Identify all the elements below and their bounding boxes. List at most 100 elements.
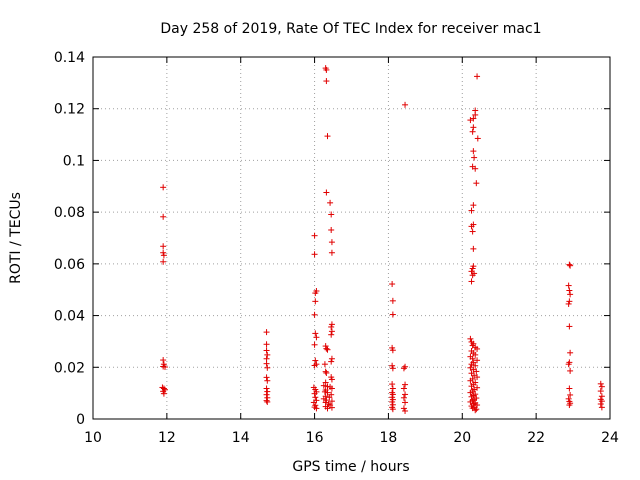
data-point xyxy=(328,321,335,328)
data-point xyxy=(469,265,476,272)
data-point xyxy=(324,389,331,396)
data-point xyxy=(400,365,407,372)
data-point xyxy=(566,402,573,409)
data-point xyxy=(598,404,605,411)
data-point xyxy=(566,298,573,305)
data-point xyxy=(468,393,475,400)
data-point xyxy=(311,341,318,348)
data-point xyxy=(328,323,335,330)
y-tick-label: 0.02 xyxy=(54,360,85,376)
data-point xyxy=(567,262,574,269)
data-point xyxy=(160,252,167,259)
data-point xyxy=(312,330,319,337)
data-point xyxy=(474,345,481,352)
data-point xyxy=(160,390,167,397)
data-point xyxy=(389,311,396,318)
data-point xyxy=(323,66,330,73)
data-point xyxy=(322,368,329,375)
data-point xyxy=(468,383,475,390)
data-point xyxy=(389,398,396,405)
data-point xyxy=(402,399,409,406)
data-point xyxy=(328,331,335,338)
data-point xyxy=(328,211,335,218)
data-point xyxy=(312,290,319,297)
data-point xyxy=(321,361,328,368)
data-point xyxy=(597,388,604,395)
data-point xyxy=(472,407,479,414)
data-point xyxy=(328,226,335,233)
data-point xyxy=(474,73,481,80)
data-point xyxy=(389,362,396,369)
data-point xyxy=(467,117,474,124)
data-point xyxy=(598,383,605,390)
data-point xyxy=(263,397,270,404)
x-tick-label: 22 xyxy=(527,430,545,446)
ticks: 10 12 14 16 18 20 22 24 0 0.02 0.04 0.06 0.08 0.1 0.12… xyxy=(54,50,619,446)
data-point xyxy=(565,300,572,307)
x-tick-label: 18 xyxy=(380,430,398,446)
data-point xyxy=(160,258,167,265)
data-point xyxy=(598,398,605,405)
data-point xyxy=(328,355,335,362)
data-point xyxy=(263,360,270,367)
data-point xyxy=(328,239,335,246)
data-point xyxy=(160,243,167,250)
data-point xyxy=(310,399,317,406)
data-point xyxy=(264,388,271,395)
data-point xyxy=(322,379,329,386)
data-point xyxy=(467,377,474,384)
data-point xyxy=(467,389,474,396)
data-point xyxy=(322,343,329,350)
data-points xyxy=(159,65,605,414)
data-point xyxy=(566,323,573,330)
data-point xyxy=(311,232,318,239)
data-point xyxy=(567,367,574,374)
x-axis-label: GPS time / hours xyxy=(292,459,409,475)
data-point xyxy=(400,405,407,412)
data-point xyxy=(160,249,167,256)
data-point xyxy=(472,351,479,358)
data-point xyxy=(472,362,479,369)
x-tick-label: 16 xyxy=(306,430,324,446)
data-point xyxy=(264,398,271,405)
data-point xyxy=(263,329,270,336)
data-point xyxy=(263,374,270,381)
data-point xyxy=(312,357,319,364)
data-point xyxy=(162,364,169,371)
data-point xyxy=(470,148,477,155)
data-point xyxy=(402,407,409,414)
data-point xyxy=(471,396,478,403)
data-point xyxy=(321,388,328,395)
data-point xyxy=(565,395,572,402)
data-point xyxy=(566,261,573,268)
data-point xyxy=(389,406,396,413)
data-point xyxy=(468,223,475,230)
data-point xyxy=(323,345,330,352)
data-point xyxy=(160,357,167,364)
data-point xyxy=(323,369,330,376)
data-point xyxy=(264,377,271,384)
y-tick-label: 0.08 xyxy=(54,205,85,221)
data-point xyxy=(324,405,331,412)
data-point xyxy=(324,383,331,390)
data-point xyxy=(566,385,573,392)
x-tick-label: 10 xyxy=(84,430,102,446)
data-point xyxy=(313,334,320,341)
y-tick-label: 0.12 xyxy=(54,102,85,118)
data-point xyxy=(402,381,409,388)
x-tick-label: 12 xyxy=(158,430,176,446)
data-point xyxy=(468,278,475,285)
data-point xyxy=(323,78,330,85)
data-point xyxy=(597,380,604,387)
data-point xyxy=(400,385,407,392)
data-point xyxy=(473,406,480,413)
data-point xyxy=(567,349,574,356)
data-point xyxy=(160,213,167,220)
data-point xyxy=(311,390,318,397)
y-tick-label: 0.14 xyxy=(54,50,85,66)
data-point xyxy=(328,385,335,392)
data-point xyxy=(471,154,478,161)
data-point xyxy=(567,291,574,298)
data-point xyxy=(263,385,270,392)
